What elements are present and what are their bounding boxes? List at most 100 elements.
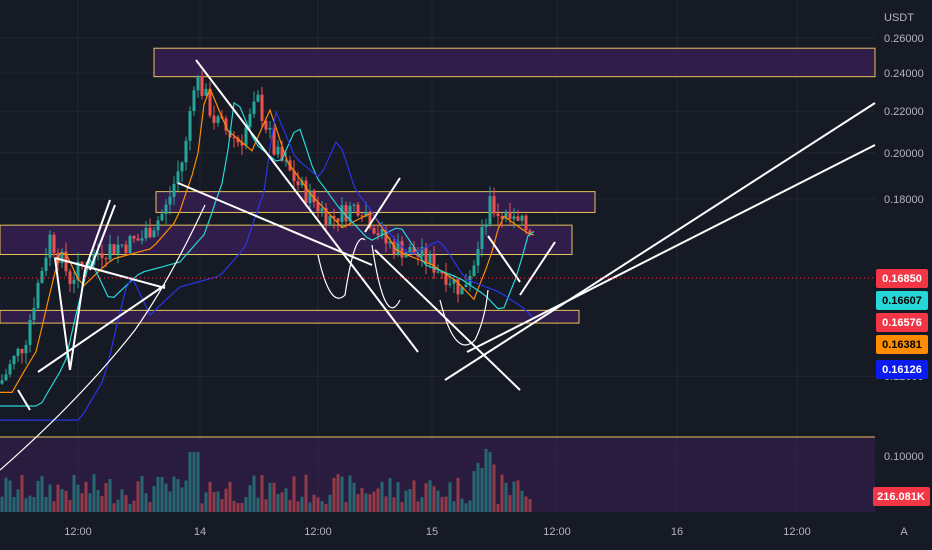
candle-body bbox=[384, 228, 388, 244]
volume-bar bbox=[0, 496, 4, 512]
candle-body bbox=[392, 241, 396, 255]
volume-bar bbox=[300, 496, 304, 512]
volume-bar bbox=[252, 475, 256, 512]
candle-body bbox=[208, 88, 212, 116]
volume-bar bbox=[268, 482, 272, 512]
candle-body bbox=[132, 235, 136, 239]
time-tick-label: 12:00 bbox=[783, 526, 811, 538]
volume-bar bbox=[296, 501, 300, 512]
price-tick-label: 0.22000 bbox=[884, 106, 924, 118]
volume-bar bbox=[508, 495, 512, 512]
candle-body bbox=[504, 211, 508, 219]
volume-bar bbox=[516, 480, 520, 512]
currency-label: USDT bbox=[884, 12, 914, 24]
candle-body bbox=[456, 279, 460, 295]
volume-bar bbox=[88, 493, 92, 512]
volume-bar bbox=[172, 476, 176, 512]
time-axis[interactable]: 12:00 14 12:00 15 12:00 16 12:00 A bbox=[64, 526, 908, 538]
volume-bar bbox=[388, 478, 392, 512]
trend-line bbox=[177, 182, 373, 266]
curve-line bbox=[439, 289, 489, 346]
candle-body bbox=[400, 241, 404, 258]
candle-body bbox=[264, 120, 268, 130]
volume-bar bbox=[412, 480, 416, 512]
trend-drawings[interactable] bbox=[0, 59, 876, 471]
candle-body bbox=[332, 216, 336, 219]
candle-body bbox=[192, 90, 196, 112]
candle-body bbox=[216, 116, 220, 123]
candle-body bbox=[448, 283, 452, 285]
trend-line bbox=[54, 257, 166, 289]
time-tick-label: 15 bbox=[426, 526, 438, 538]
volume-bar bbox=[104, 483, 108, 512]
candle-body bbox=[224, 118, 228, 131]
trend-line bbox=[54, 257, 71, 371]
volume-bar bbox=[12, 496, 16, 512]
candle-body bbox=[340, 205, 344, 223]
volume-bar bbox=[428, 480, 432, 512]
candle-body bbox=[68, 271, 72, 284]
volume-bar bbox=[196, 452, 200, 512]
price-tick-label: 0.20000 bbox=[884, 148, 924, 160]
candle-body bbox=[368, 212, 372, 229]
candle-body bbox=[136, 238, 140, 241]
candle-body bbox=[252, 101, 256, 114]
candle-body bbox=[496, 213, 500, 216]
volume-bar bbox=[336, 474, 340, 512]
volume-bar bbox=[368, 494, 372, 512]
candle-body bbox=[528, 230, 532, 235]
candle-body bbox=[516, 216, 520, 221]
volume-bar bbox=[472, 471, 476, 512]
price-badge-label: 0.16126 bbox=[882, 364, 922, 376]
volume-bar bbox=[144, 493, 148, 512]
candle-body bbox=[256, 94, 260, 102]
volume-badge bbox=[873, 487, 930, 506]
trend-line bbox=[69, 269, 86, 371]
candle-body bbox=[356, 204, 360, 216]
volume-bar bbox=[488, 451, 492, 512]
volume-bar bbox=[288, 499, 292, 512]
price-axis[interactable]: USDT 0.26000 0.24000 0.22000 0.20000 0.18000 0… bbox=[884, 12, 924, 463]
candle-body bbox=[172, 183, 176, 197]
trend-line bbox=[487, 235, 521, 283]
price-badge-label: 0.16576 bbox=[882, 317, 922, 329]
ma-orange bbox=[0, 87, 535, 393]
volume-bar bbox=[60, 489, 64, 512]
volume-bar bbox=[340, 476, 344, 512]
volume-bar bbox=[28, 495, 32, 512]
volume-bar bbox=[192, 452, 196, 512]
trend-line bbox=[37, 284, 166, 373]
volume-bar bbox=[256, 497, 260, 512]
candle-body bbox=[328, 216, 332, 226]
candle-body bbox=[32, 308, 36, 321]
trend-line bbox=[89, 204, 116, 271]
volume-bar bbox=[456, 477, 460, 512]
volume-bar bbox=[188, 452, 192, 512]
candle-body bbox=[432, 254, 436, 273]
candle-body bbox=[280, 146, 284, 161]
volume-bar bbox=[436, 490, 440, 512]
volume-bar bbox=[184, 480, 188, 512]
candle-body bbox=[240, 142, 244, 146]
volume-bar bbox=[156, 476, 160, 512]
candle-body bbox=[300, 180, 304, 186]
volume-bar bbox=[496, 503, 500, 512]
candle-body bbox=[316, 202, 320, 212]
volume-bar bbox=[360, 488, 364, 512]
candle-body bbox=[396, 241, 400, 255]
candle-body bbox=[12, 355, 16, 365]
price-tick-label: 0.24000 bbox=[884, 68, 924, 80]
volume-bar bbox=[404, 490, 408, 512]
candle-body bbox=[376, 233, 380, 236]
volume-bar bbox=[276, 493, 280, 512]
volume-bar bbox=[332, 477, 336, 512]
volume-bar bbox=[52, 501, 56, 512]
volume-bar bbox=[324, 503, 328, 512]
volume-bar bbox=[24, 498, 28, 512]
candle-body bbox=[104, 258, 108, 260]
candle-body bbox=[140, 238, 144, 241]
time-tick-label: 16 bbox=[671, 526, 683, 538]
volume-bar bbox=[108, 479, 112, 512]
